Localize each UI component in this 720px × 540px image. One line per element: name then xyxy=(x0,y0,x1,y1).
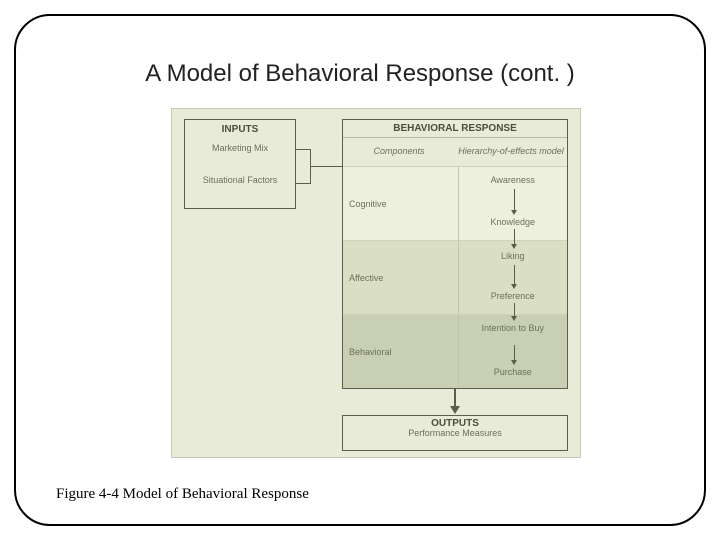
arrow-icon xyxy=(511,284,517,289)
band-label-cognitive: Cognitive xyxy=(343,167,458,240)
connector xyxy=(514,345,515,361)
stage-preference: Preference xyxy=(459,291,568,301)
arrow-icon xyxy=(450,406,460,414)
inputs-box: INPUTS Marketing Mix Situational Factors xyxy=(184,119,296,209)
response-subheader: Components Hierarchy-of-effects model xyxy=(343,138,567,166)
slide-frame: A Model of Behavioral Response (cont. ) … xyxy=(14,14,706,526)
connector xyxy=(296,149,310,150)
outputs-sub: Performance Measures xyxy=(343,429,567,439)
connector xyxy=(454,389,456,407)
connector xyxy=(514,303,515,317)
figure-caption: Figure 4-4 Model of Behavioral Response xyxy=(56,486,309,503)
band-label-affective: Affective xyxy=(343,241,458,314)
band-cognitive: Cognitive Awareness Knowledge xyxy=(343,166,567,240)
response-header: BEHAVIORAL RESPONSE xyxy=(343,120,567,138)
inputs-header: INPUTS xyxy=(185,120,295,135)
connector xyxy=(310,166,342,167)
stage-liking: Liking xyxy=(459,251,568,261)
connector xyxy=(514,229,515,245)
band-behavioral: Behavioral Intention to Buy Purchase xyxy=(343,314,567,388)
stage-intention: Intention to Buy xyxy=(459,323,568,333)
arrow-icon xyxy=(511,316,517,321)
col-hierarchy: Hierarchy-of-effects model xyxy=(455,138,567,166)
slide-title: A Model of Behavioral Response (cont. ) xyxy=(16,60,704,88)
col-components: Components xyxy=(343,138,455,166)
band-label-behavioral: Behavioral xyxy=(343,315,458,388)
arrow-icon xyxy=(511,360,517,365)
connector xyxy=(514,189,515,211)
band-stages-behavioral: Intention to Buy Purchase xyxy=(458,315,568,388)
stage-knowledge: Knowledge xyxy=(459,217,568,227)
response-box: BEHAVIORAL RESPONSE Components Hierarchy… xyxy=(342,119,568,389)
connector xyxy=(296,183,310,184)
band-stages-cognitive: Awareness Knowledge xyxy=(458,167,568,240)
arrow-icon xyxy=(511,244,517,249)
band-stages-affective: Liking Preference xyxy=(458,241,568,314)
band-affective: Affective Liking Preference xyxy=(343,240,567,314)
stage-awareness: Awareness xyxy=(459,175,568,185)
stage-purchase: Purchase xyxy=(459,367,568,377)
diagram-canvas: INPUTS Marketing Mix Situational Factors… xyxy=(171,108,581,458)
connector xyxy=(514,265,515,285)
inputs-item-marketing-mix: Marketing Mix xyxy=(185,144,295,154)
outputs-box: OUTPUTS Performance Measures xyxy=(342,415,568,451)
arrow-icon xyxy=(511,210,517,215)
inputs-item-situational: Situational Factors xyxy=(185,176,295,186)
